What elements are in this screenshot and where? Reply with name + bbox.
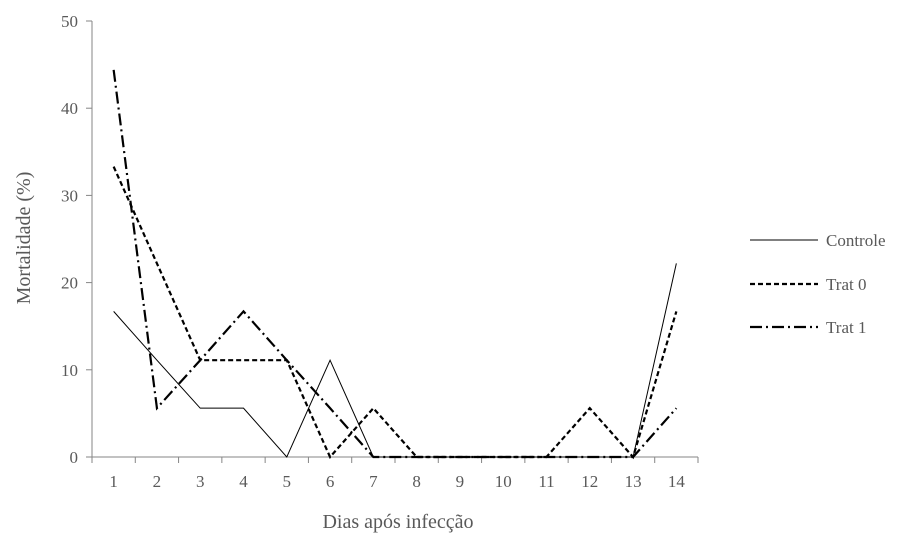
x-axis-title: Dias após infecção <box>322 511 473 533</box>
y-tick-label: 50 <box>61 12 78 31</box>
x-tick-label: 11 <box>538 472 554 491</box>
y-tick-label: 30 <box>61 186 78 205</box>
x-tick-label: 3 <box>196 472 205 491</box>
x-axis-ticks: 1 2 3 4 5 6 7 8 9 10 11 12 13 14 <box>91 457 699 491</box>
x-tick-label: 14 <box>668 472 686 491</box>
legend-label: Trat 1 <box>826 318 866 337</box>
y-axis-ticks: 0 10 20 30 40 50 <box>61 12 92 467</box>
x-tick-label: 9 <box>456 472 465 491</box>
y-tick-label: 10 <box>61 361 78 380</box>
y-tick-label: 20 <box>61 274 78 293</box>
series-line-trat-0 <box>112 166 678 460</box>
x-tick-label: 5 <box>283 472 292 491</box>
legend: Controle Trat 0 Trat 1 <box>750 231 886 337</box>
legend-label: Controle <box>826 231 886 250</box>
series-line-trat-1 <box>112 69 678 459</box>
y-tick-label: 0 <box>70 448 79 467</box>
axes <box>91 21 698 458</box>
x-tick-label: 6 <box>326 472 335 491</box>
x-tick-label: 4 <box>239 472 248 491</box>
y-axis-title: Mortalidade (%) <box>13 172 35 305</box>
x-tick-label: 1 <box>109 472 118 491</box>
x-tick-label: 12 <box>581 472 598 491</box>
y-tick-label: 40 <box>61 99 78 118</box>
legend-label: Trat 0 <box>826 275 866 294</box>
x-tick-label: 8 <box>412 472 421 491</box>
x-tick-label: 2 <box>153 472 162 491</box>
x-tick-label: 10 <box>495 472 512 491</box>
series-line-controle <box>113 263 677 458</box>
series-layer <box>112 69 678 460</box>
x-tick-label: 13 <box>625 472 642 491</box>
x-tick-label: 7 <box>369 472 378 491</box>
